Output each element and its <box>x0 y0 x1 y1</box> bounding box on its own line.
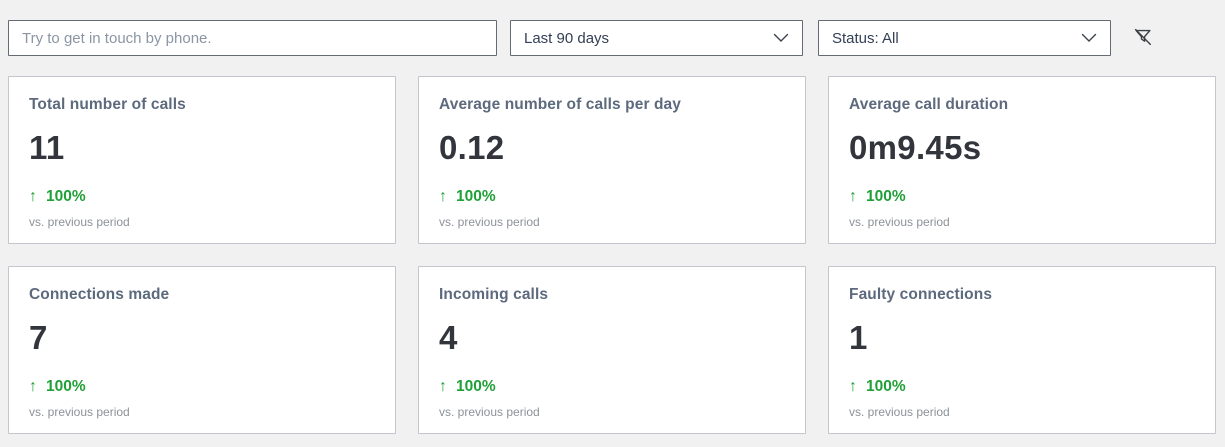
stat-card-title: Average number of calls per day <box>439 96 682 113</box>
status-dropdown[interactable]: Status: All <box>818 20 1111 56</box>
period-dropdown[interactable]: Last 90 days <box>510 20 803 56</box>
stat-card-delta-value: 100% <box>46 378 86 395</box>
stats-cards-grid: Total number of calls 11 ↑ 100% vs. prev… <box>0 56 1225 434</box>
stat-card-value: 1 <box>849 319 868 356</box>
stat-card-value: 4 <box>439 319 458 356</box>
stat-card-avg-call-duration: Average call duration 0m9.45s ↑ 100% vs.… <box>828 76 1216 244</box>
stat-card-comparison: vs. previous period <box>439 215 540 229</box>
chevron-down-icon <box>773 30 789 47</box>
stat-card-avg-calls-per-day: Average number of calls per day 0.12 ↑ 1… <box>418 76 806 244</box>
stat-card-delta: ↑ 100% <box>849 378 1195 396</box>
stat-card-delta: ↑ 100% <box>439 188 785 206</box>
search-input[interactable] <box>8 20 497 56</box>
period-dropdown-value: Last 90 days <box>524 29 610 47</box>
stat-card-delta-value: 100% <box>866 188 906 205</box>
stat-card-total-calls: Total number of calls 11 ↑ 100% vs. prev… <box>8 76 396 244</box>
stat-card-delta: ↑ 100% <box>29 188 375 206</box>
up-arrow-icon: ↑ <box>439 188 447 205</box>
stat-card-faulty-connections: Faulty connections 1 ↑ 100% vs. previous… <box>828 266 1216 434</box>
stat-card-value: 11 <box>29 129 65 166</box>
stat-card-comparison: vs. previous period <box>29 215 130 229</box>
stat-card-connections-made: Connections made 7 ↑ 100% vs. previous p… <box>8 266 396 434</box>
stat-card-delta-value: 100% <box>456 378 496 395</box>
stat-card-delta-value: 100% <box>866 378 906 395</box>
stat-card-comparison: vs. previous period <box>849 405 950 419</box>
stat-card-comparison: vs. previous period <box>29 405 130 419</box>
stat-card-comparison: vs. previous period <box>439 405 540 419</box>
stat-card-title: Faulty connections <box>849 286 993 303</box>
stat-card-title: Total number of calls <box>29 96 186 113</box>
stat-card-delta: ↑ 100% <box>29 378 375 396</box>
stat-card-title: Connections made <box>29 286 170 303</box>
clear-filters-button[interactable] <box>1129 24 1157 52</box>
stat-card-delta: ↑ 100% <box>439 378 785 396</box>
stat-card-value: 0m9.45s <box>849 129 982 166</box>
up-arrow-icon: ↑ <box>849 378 857 395</box>
filter-off-icon <box>1132 26 1154 51</box>
stat-card-incoming-calls: Incoming calls 4 ↑ 100% vs. previous per… <box>418 266 806 434</box>
up-arrow-icon: ↑ <box>29 188 37 205</box>
stat-card-value: 0.12 <box>439 129 505 166</box>
stat-card-comparison: vs. previous period <box>849 215 950 229</box>
filters-toolbar: Last 90 days Status: All <box>0 0 1225 56</box>
status-dropdown-value: Status: All <box>832 29 899 47</box>
up-arrow-icon: ↑ <box>439 378 447 395</box>
stat-card-delta-value: 100% <box>456 188 496 205</box>
up-arrow-icon: ↑ <box>29 378 37 395</box>
stat-card-delta-value: 100% <box>46 188 86 205</box>
stat-card-value: 7 <box>29 319 48 356</box>
up-arrow-icon: ↑ <box>849 188 857 205</box>
stat-card-delta: ↑ 100% <box>849 188 1195 206</box>
stat-card-title: Average call duration <box>849 96 1009 113</box>
stat-card-title: Incoming calls <box>439 286 549 303</box>
chevron-down-icon <box>1081 30 1097 47</box>
